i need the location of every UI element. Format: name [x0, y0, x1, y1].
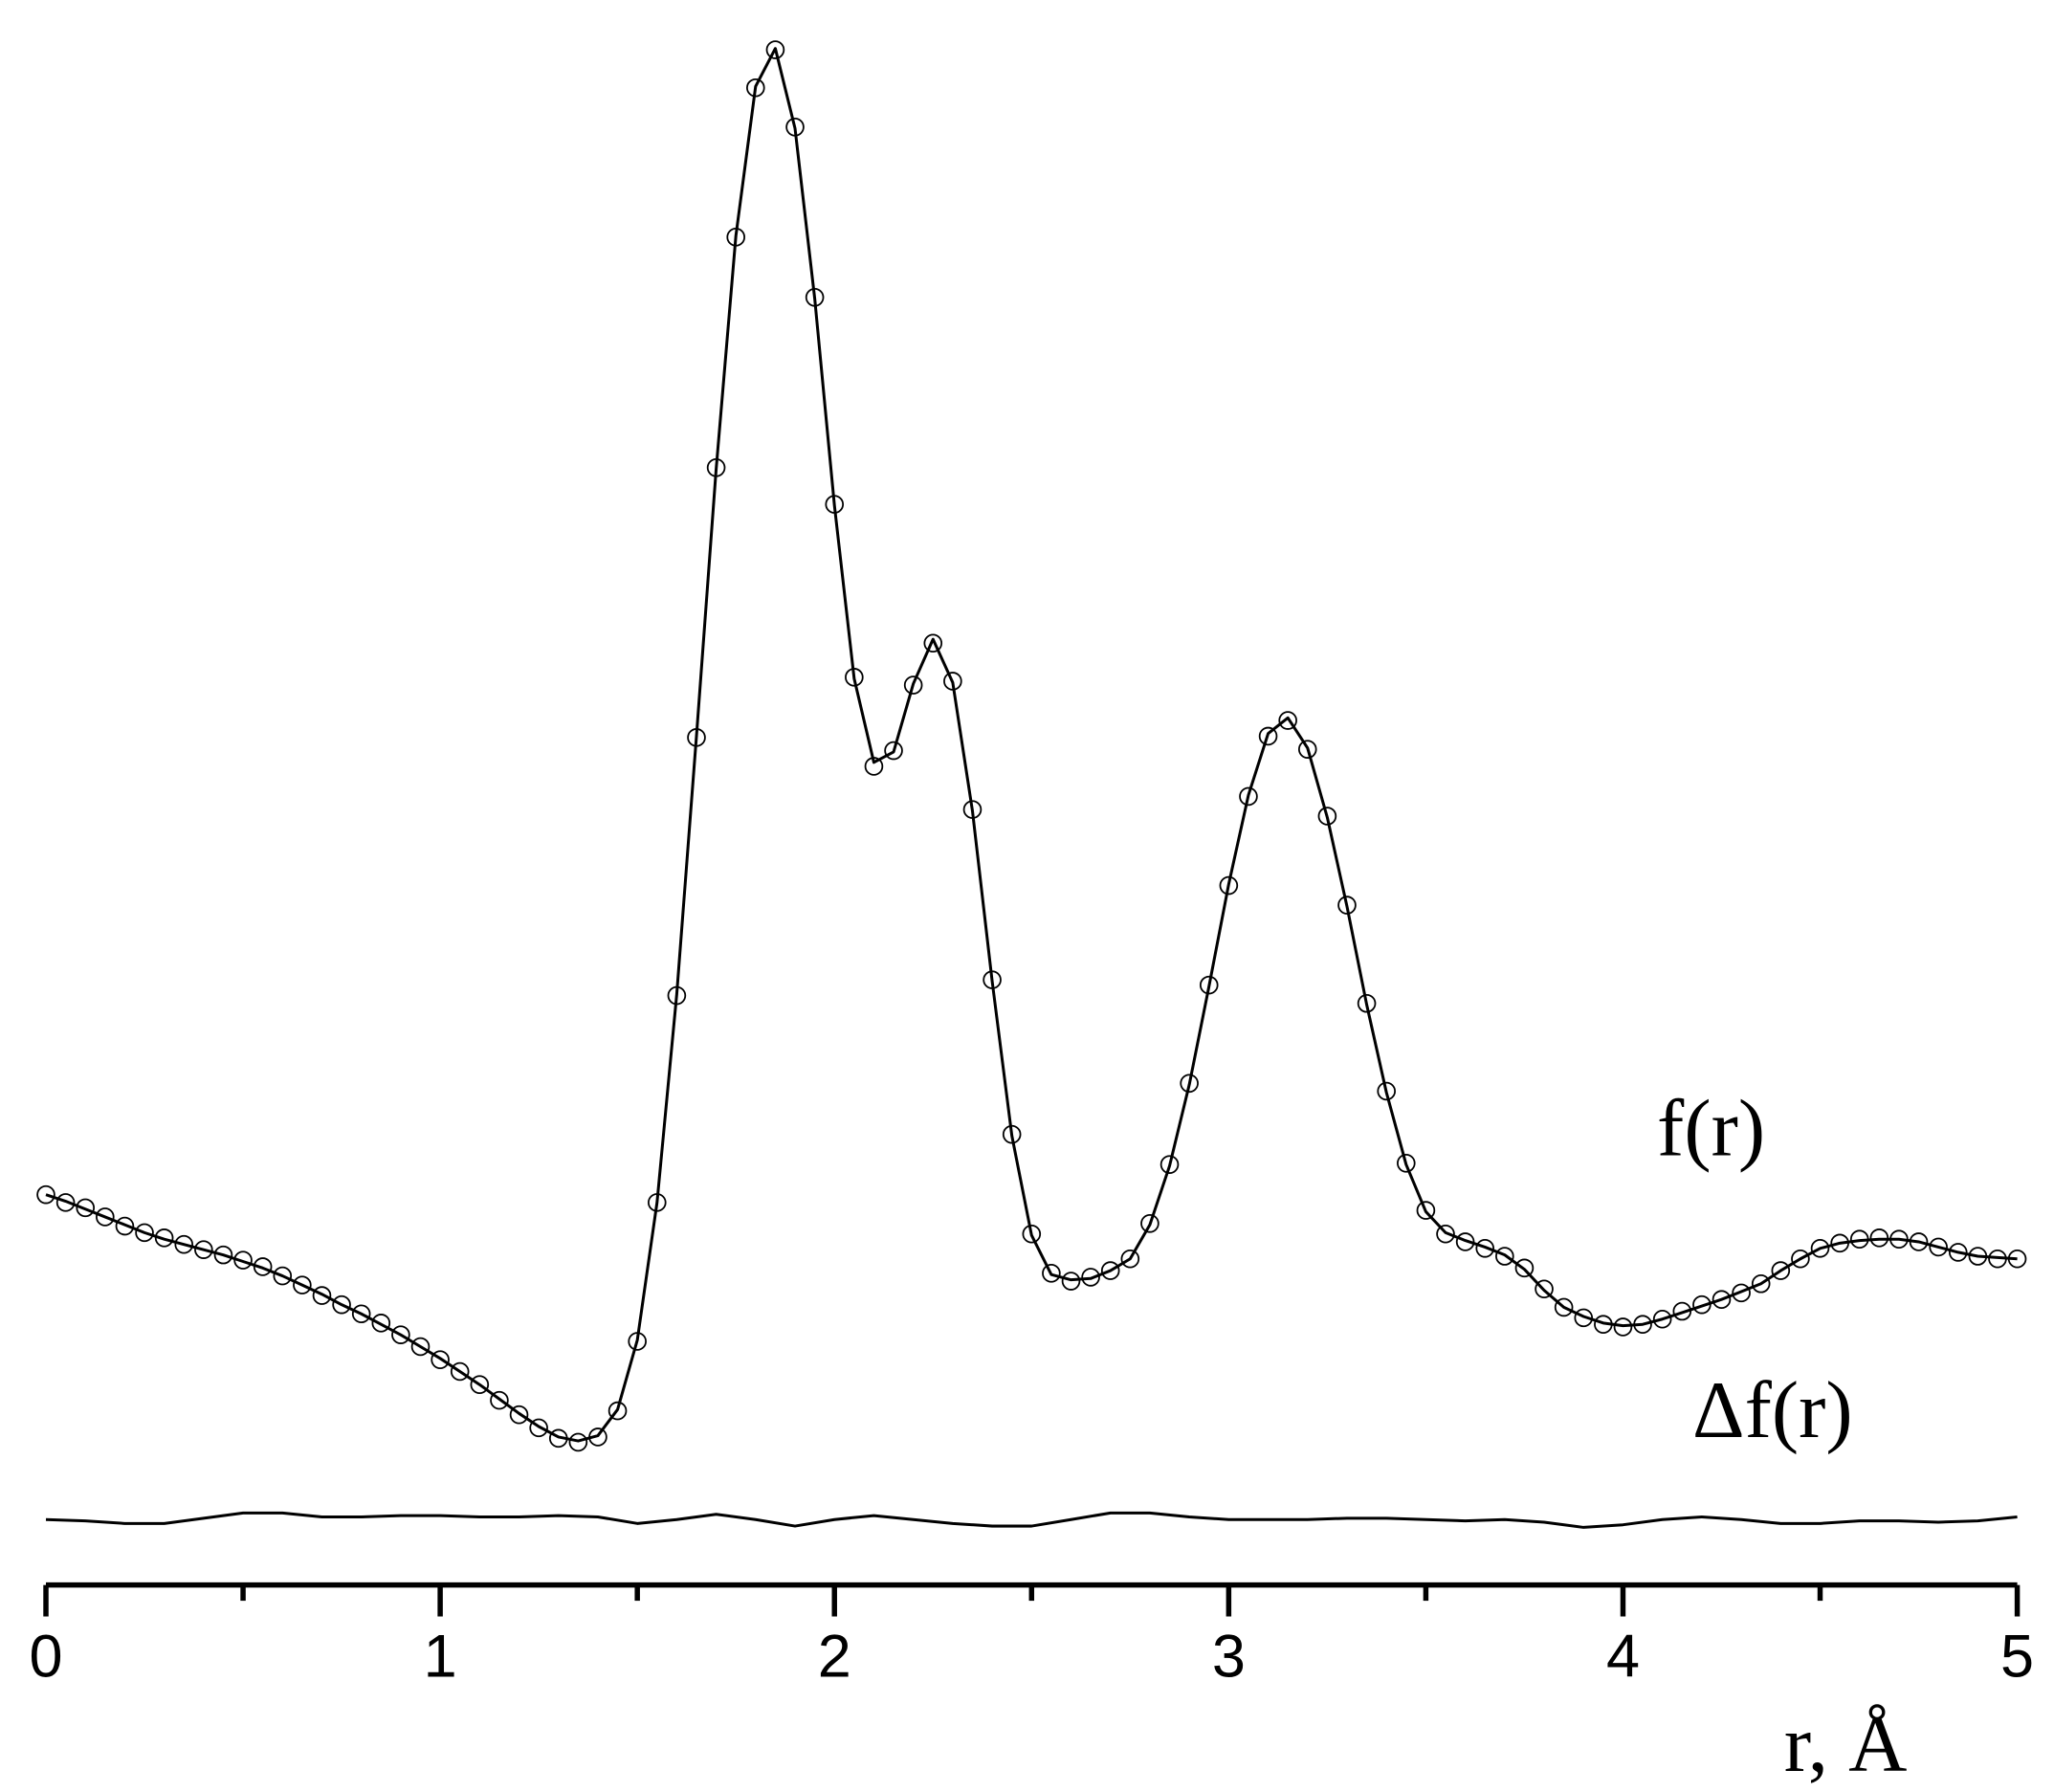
x-tick-label: 1 — [424, 1624, 457, 1691]
data-point — [96, 1207, 115, 1227]
data-point — [115, 1216, 135, 1236]
data-point — [923, 633, 943, 653]
x-tick-label: 2 — [818, 1624, 851, 1691]
data-point — [1397, 1154, 1416, 1173]
data-point — [1652, 1309, 1672, 1329]
data-point — [1810, 1239, 1830, 1258]
data-point — [607, 1401, 628, 1421]
data-point — [431, 1350, 450, 1369]
data-point — [1554, 1297, 1574, 1317]
data-point — [332, 1294, 351, 1315]
data-point — [351, 1304, 371, 1324]
data-point — [1535, 1279, 1554, 1299]
data-point — [509, 1405, 529, 1425]
annotation: Δf(r) — [1692, 1365, 1853, 1455]
data-point — [135, 1223, 154, 1243]
data-point — [36, 1184, 55, 1205]
data-point — [884, 741, 903, 761]
data-point — [293, 1275, 312, 1294]
data-point — [253, 1257, 273, 1276]
data-point — [1180, 1073, 1199, 1094]
data-point — [213, 1245, 233, 1265]
data-point — [1219, 875, 1239, 896]
data-point — [1258, 726, 1278, 746]
series-line — [45, 1511, 2018, 1529]
series-line — [45, 47, 2018, 1443]
data-point — [154, 1228, 174, 1248]
data-point — [1672, 1301, 1692, 1321]
data-point — [1495, 1247, 1514, 1266]
data-point — [1613, 1317, 1633, 1337]
data-point — [1751, 1273, 1771, 1294]
data-point — [1317, 807, 1337, 826]
data-point — [1574, 1308, 1594, 1328]
data-point — [1297, 740, 1317, 759]
data-point — [1160, 1155, 1180, 1174]
x-tick-label: 3 — [1212, 1624, 1246, 1691]
x-tick-label: 0 — [29, 1624, 62, 1691]
data-point — [450, 1361, 470, 1382]
data-point — [1416, 1201, 1436, 1220]
data-point — [174, 1234, 194, 1254]
data-point — [76, 1198, 96, 1218]
data-point — [273, 1266, 293, 1286]
data-point — [1357, 993, 1377, 1013]
x-tick-label: 5 — [2000, 1624, 2034, 1691]
data-point — [529, 1418, 548, 1438]
data-point — [1732, 1283, 1751, 1303]
data-point — [765, 40, 785, 59]
data-point — [1455, 1232, 1475, 1251]
data-point — [1061, 1272, 1081, 1291]
data-point — [1042, 1264, 1061, 1283]
data-point — [312, 1286, 332, 1305]
data-point — [1514, 1258, 1535, 1278]
data-point — [1692, 1294, 1712, 1315]
data-point — [1771, 1261, 1791, 1280]
data-point — [1081, 1268, 1100, 1287]
data-point — [470, 1375, 490, 1394]
data-point — [410, 1337, 431, 1357]
x-axis-label: r, Å — [1784, 1699, 1908, 1789]
annotation: f(r) — [1657, 1084, 1765, 1174]
data-point — [1791, 1249, 1810, 1269]
x-tick-label: 4 — [1606, 1624, 1640, 1691]
data-point — [490, 1390, 509, 1410]
data-point — [1712, 1290, 1732, 1309]
data-point — [1100, 1261, 1120, 1280]
data-point — [1239, 786, 1258, 807]
data-point — [903, 675, 923, 695]
data-point — [233, 1250, 253, 1270]
data-point — [371, 1314, 391, 1333]
data-point — [1120, 1249, 1140, 1269]
data-point — [1022, 1224, 1042, 1244]
data-point — [568, 1432, 588, 1452]
data-point — [391, 1325, 410, 1344]
data-point — [1948, 1243, 1968, 1262]
data-point — [1278, 711, 1297, 730]
data-point — [55, 1193, 76, 1212]
data-point — [1929, 1237, 1948, 1257]
data-point — [194, 1240, 213, 1259]
data-point — [1436, 1224, 1455, 1244]
data-point — [1475, 1239, 1495, 1258]
data-point — [1140, 1213, 1160, 1233]
data-point — [1377, 1081, 1396, 1101]
